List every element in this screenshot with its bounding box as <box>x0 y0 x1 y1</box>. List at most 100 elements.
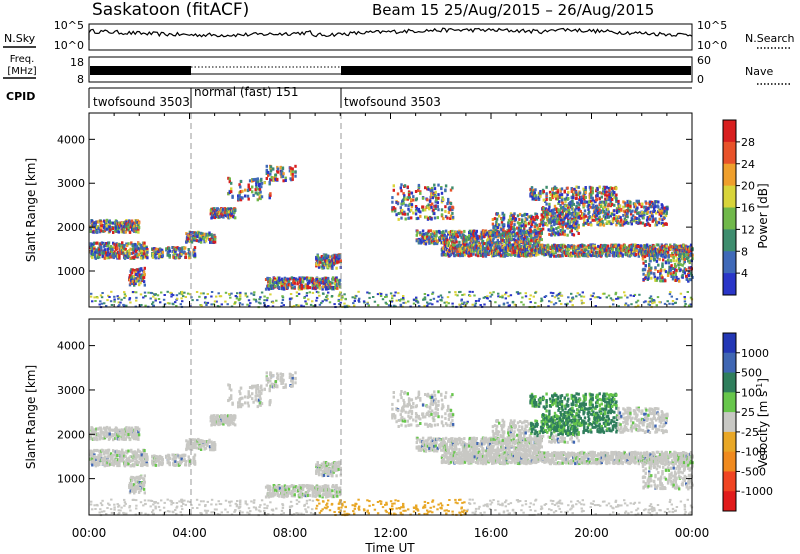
power-cell <box>329 255 332 259</box>
power-cell <box>265 172 268 175</box>
power-cell <box>133 268 137 272</box>
power-cell <box>562 209 566 213</box>
power-cell <box>664 279 667 283</box>
power-cell <box>251 185 254 189</box>
power-cell <box>652 206 656 210</box>
power-cell <box>135 252 138 256</box>
power-cell <box>674 264 677 268</box>
power-cell <box>611 220 615 224</box>
power-cell <box>256 177 259 181</box>
power-cell <box>687 252 690 256</box>
power-cell <box>597 211 601 215</box>
power-cell <box>679 244 682 248</box>
power-cell <box>308 281 311 285</box>
power-cell <box>346 304 349 307</box>
power-cell <box>92 253 95 257</box>
power-cell <box>570 211 573 215</box>
power-cell <box>595 198 599 202</box>
power-cell <box>263 181 266 185</box>
power-cell <box>654 217 657 221</box>
power-cell <box>428 237 431 241</box>
power-cell <box>118 254 121 257</box>
power-cell <box>602 187 606 191</box>
power-cell <box>461 237 465 241</box>
power-cell <box>583 218 586 222</box>
noise-sky-trace <box>88 27 693 40</box>
power-cell <box>265 164 268 168</box>
power-cell <box>620 251 623 255</box>
power-cell <box>211 239 214 243</box>
power-cell <box>519 232 522 236</box>
power-cell <box>433 231 437 235</box>
power-cell <box>591 186 594 190</box>
power-cell <box>586 246 589 250</box>
power-cell <box>114 225 118 229</box>
power-cell <box>187 239 190 243</box>
power-cell <box>665 210 668 213</box>
power-cell <box>451 208 454 211</box>
power-cell <box>436 201 439 205</box>
power-cell <box>644 274 647 278</box>
power-cell <box>138 249 141 253</box>
power-cell <box>481 235 484 239</box>
cpid-row: CPID twofsound 3503 normal (fast) 151 tw… <box>6 85 692 109</box>
power-cell <box>501 240 504 244</box>
power-cell <box>660 211 663 215</box>
power-cell <box>595 209 598 213</box>
power-cell <box>509 223 513 227</box>
power-cell <box>662 224 665 227</box>
power-cell <box>600 210 603 214</box>
power-cell <box>440 234 443 238</box>
power-cell <box>337 260 340 264</box>
power-cell <box>137 270 140 274</box>
power-cell <box>655 249 658 253</box>
power-cell <box>525 253 529 257</box>
power-cell <box>638 202 641 206</box>
power-cell <box>569 212 572 216</box>
power-cell <box>514 243 518 247</box>
power-cell <box>673 251 677 255</box>
power-cell <box>539 194 542 198</box>
power-cell <box>461 242 465 246</box>
power-cell <box>574 249 578 253</box>
power-cell <box>396 192 400 196</box>
power-cell <box>530 194 534 198</box>
power-cell <box>454 236 458 240</box>
power-cell <box>480 246 483 250</box>
power-cell <box>290 276 294 280</box>
power-cell <box>540 220 543 224</box>
power-cell <box>125 244 129 248</box>
power-cell <box>529 194 532 198</box>
power-cell <box>596 208 599 212</box>
power-cell <box>566 252 569 255</box>
power-cell <box>213 235 217 239</box>
power-cell <box>440 187 443 191</box>
power-cell <box>228 207 231 211</box>
power-cell <box>267 287 271 291</box>
power-cell <box>583 254 587 258</box>
power-cell <box>600 191 603 195</box>
power-cell <box>572 188 575 191</box>
power-cell <box>495 217 499 221</box>
power-cell <box>666 258 670 262</box>
power-cell <box>106 299 109 302</box>
power-cell <box>222 213 225 217</box>
power-cell <box>269 281 272 285</box>
power-cell <box>553 192 556 195</box>
power-cell <box>604 217 607 221</box>
power-cell <box>226 303 229 306</box>
power-cell <box>657 253 660 257</box>
power-cell <box>563 222 566 226</box>
power-cell <box>663 216 666 220</box>
power-cell <box>607 210 610 214</box>
power-cell <box>687 270 691 274</box>
power-cell <box>115 243 118 247</box>
power-cell <box>134 282 137 286</box>
power-cell <box>193 248 196 252</box>
power-cell <box>108 219 111 223</box>
power-cell <box>553 223 556 227</box>
power-cell <box>654 277 657 281</box>
power-cell <box>138 273 141 277</box>
power-cell <box>567 206 570 209</box>
power-cell <box>613 196 616 200</box>
